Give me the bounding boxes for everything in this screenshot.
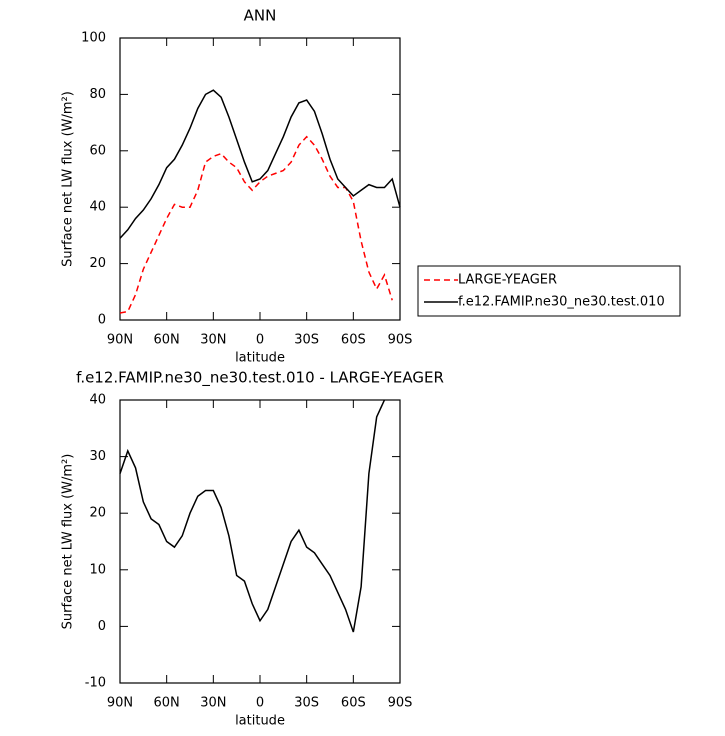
x-tick-label: 90N [107, 333, 133, 348]
x-tick-label: 60S [341, 696, 366, 711]
x-tick-label: 30N [200, 696, 226, 711]
x-tick-label: 90S [388, 696, 413, 711]
series-line [119, 399, 386, 633]
plot-frame [119, 399, 401, 684]
y-tick-label: 80 [89, 87, 106, 102]
y-axis-label: Surface net LW flux (W/m²) [61, 91, 76, 267]
x-tick-label: 0 [256, 333, 264, 348]
y-tick-label: 30 [89, 449, 106, 464]
y-tick-label: 40 [89, 393, 106, 408]
y-tick-label: 20 [89, 256, 106, 271]
x-tick-label: 60N [154, 696, 180, 711]
x-axis-label: latitude [235, 351, 285, 366]
x-tick-label: 30N [200, 333, 226, 348]
x-tick-label: 90S [388, 333, 413, 348]
chart-title: f.e12.FAMIP.ne30_ne30.test.010 - LARGE-Y… [76, 369, 444, 388]
y-tick-label: 0 [98, 619, 106, 634]
x-tick-label: 60S [341, 333, 366, 348]
y-tick-label: 40 [89, 200, 106, 215]
series-line [119, 89, 401, 239]
x-tick-label: 90N [107, 696, 133, 711]
x-tick-label: 0 [256, 696, 264, 711]
y-tick-label: 100 [81, 31, 106, 46]
x-tick-label: 60N [154, 333, 180, 348]
y-tick-label: 20 [89, 506, 106, 521]
y-tick-label: -10 [85, 676, 106, 691]
legend-label: f.e12.FAMIP.ne30_ne30.test.010 [458, 295, 665, 310]
legend-box [417, 265, 681, 317]
x-tick-label: 30S [294, 696, 319, 711]
x-tick-label: 30S [294, 333, 319, 348]
series-line [119, 135, 393, 314]
chart-title: ANN [244, 7, 277, 25]
legend-label: LARGE-YEAGER [458, 273, 557, 288]
x-axis-label: latitude [235, 714, 285, 729]
y-tick-label: 60 [89, 143, 106, 158]
y-axis-label: Surface net LW flux (W/m²) [61, 454, 76, 630]
y-tick-label: 0 [98, 313, 106, 328]
y-tick-label: 10 [89, 562, 106, 577]
